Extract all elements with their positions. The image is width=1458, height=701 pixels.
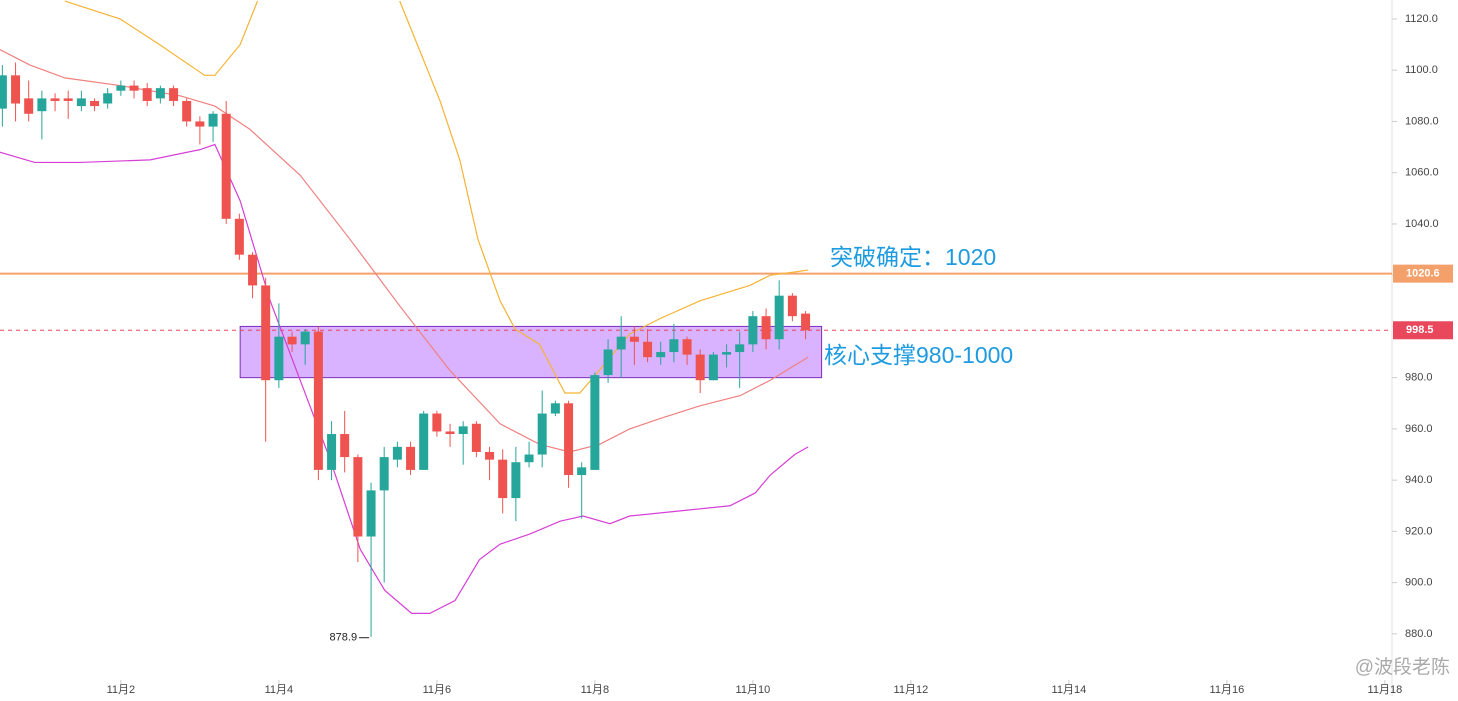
candle-body <box>221 113 231 219</box>
x-tick-label: 11月6 <box>423 684 452 696</box>
candle-body <box>208 113 218 127</box>
candle-body <box>801 313 811 331</box>
candle-body <box>24 98 34 114</box>
candle-body <box>722 352 732 355</box>
watermark: @波段老陈 <box>1355 656 1450 678</box>
candle-body <box>498 459 508 499</box>
y-tick-label: 1040.0 <box>1405 218 1439 230</box>
candle-body <box>616 336 626 350</box>
x-tick-label: 11月4 <box>265 684 294 696</box>
candle-body <box>327 434 337 470</box>
candle-body <box>590 375 600 470</box>
candle-body <box>695 354 705 381</box>
candle-body <box>129 85 139 91</box>
candle-body <box>248 254 258 286</box>
candle-body <box>234 218 244 255</box>
candle-body <box>537 413 547 455</box>
candle-body <box>287 336 297 345</box>
candle-body <box>419 413 429 470</box>
candle-body <box>761 316 771 340</box>
candle-body <box>155 88 165 99</box>
candle-body <box>524 454 534 463</box>
candle-body <box>379 457 389 491</box>
x-tick-label: 11月12 <box>894 684 929 696</box>
candle-body <box>103 93 113 104</box>
candle-body <box>116 85 126 91</box>
candle-body <box>774 295 784 340</box>
y-tick-label: 880.0 <box>1405 628 1433 640</box>
annotation: 核心支撑980-1000 <box>824 342 1013 368</box>
candle-body <box>669 339 679 353</box>
candle-body <box>340 434 350 458</box>
candle-body <box>708 354 718 381</box>
candle-body <box>0 75 7 109</box>
candle-body <box>485 451 495 460</box>
x-tick-label: 11月2 <box>107 684 136 696</box>
candle-body <box>261 285 271 381</box>
low-label: 878.9 <box>330 632 358 644</box>
y-tick-label: 1120.0 <box>1405 13 1438 25</box>
candle-body <box>313 331 323 470</box>
x-tick-label: 11月18 <box>1368 684 1403 696</box>
x-tick-label: 11月14 <box>1052 684 1087 696</box>
candle-body <box>445 431 455 435</box>
x-tick-label: 11月8 <box>581 684 610 696</box>
candle-body <box>656 352 666 358</box>
candle-body <box>787 295 797 317</box>
candle-body <box>471 423 481 452</box>
candle-body <box>682 339 692 355</box>
candle-body <box>603 349 613 376</box>
price-tag-label: 1020.6 <box>1406 268 1440 280</box>
band-line <box>399 0 809 394</box>
candle-body <box>366 490 376 537</box>
price-tag <box>1393 264 1453 283</box>
candle-body <box>300 331 310 345</box>
y-tick-label: 1080.0 <box>1405 115 1439 127</box>
y-tick-label: 1060.0 <box>1405 167 1439 179</box>
candle-body <box>458 426 468 435</box>
y-tick-label: 1100.0 <box>1405 64 1438 76</box>
candle-body <box>274 336 284 381</box>
price-tag-label: 998.5 <box>1406 324 1434 336</box>
candle-body <box>195 121 205 127</box>
band-line <box>64 0 259 76</box>
plot-area <box>0 0 1392 637</box>
candle-body <box>748 316 758 345</box>
candle-body <box>564 403 574 476</box>
y-tick-label: 980.0 <box>1405 372 1433 384</box>
band-line <box>0 143 809 614</box>
candle-body <box>76 98 86 107</box>
candle-body <box>182 100 192 122</box>
candle-body <box>353 457 363 537</box>
annotation: 突破确定：1020 <box>830 244 996 270</box>
price-tag <box>1393 321 1453 340</box>
candle-body <box>90 100 100 107</box>
candle-body <box>735 344 745 353</box>
candle-body <box>406 446 416 470</box>
candle-body <box>63 98 73 101</box>
candle-body <box>142 88 152 101</box>
y-tick-label: 900.0 <box>1405 577 1433 589</box>
x-tick-label: 11月10 <box>736 684 771 696</box>
candle-body <box>50 98 60 101</box>
candle-body <box>511 462 521 499</box>
candle-body <box>169 88 179 101</box>
band-line <box>0 49 809 453</box>
candle-body <box>629 336 639 342</box>
candle-body <box>432 413 442 432</box>
candle-body <box>11 75 21 104</box>
candle-body <box>643 341 653 358</box>
y-tick-label: 920.0 <box>1405 525 1433 537</box>
candle-body <box>37 98 47 112</box>
y-tick-label: 960.0 <box>1405 423 1433 435</box>
support-zone <box>239 325 823 379</box>
candle-body <box>550 403 560 414</box>
y-tick-label: 940.0 <box>1405 474 1433 486</box>
candle-body <box>392 446 402 460</box>
x-tick-label: 11月16 <box>1210 684 1245 696</box>
candle-body <box>577 467 587 476</box>
